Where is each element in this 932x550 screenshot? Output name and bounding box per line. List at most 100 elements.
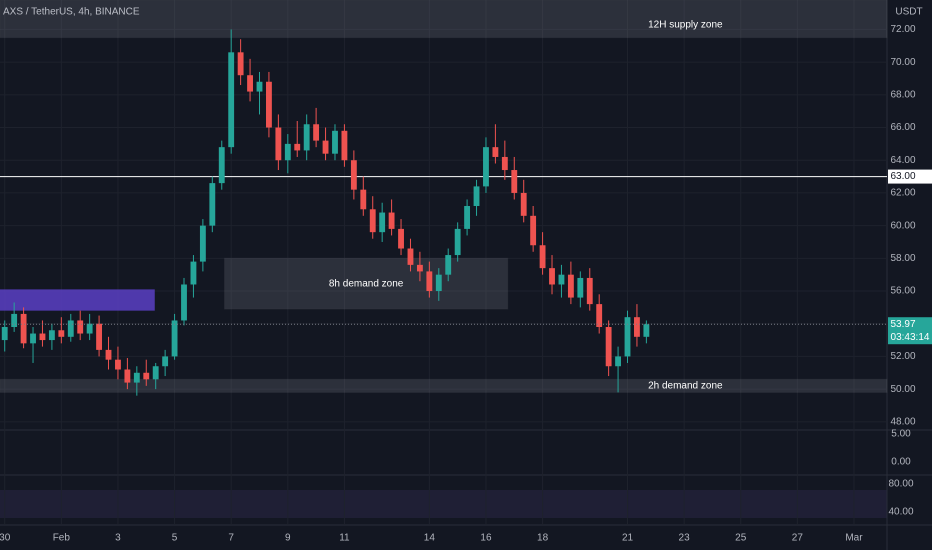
candle-body [105,349,112,360]
candle-body [350,160,357,190]
candle-body [615,356,621,367]
candle-body [39,333,46,341]
x-tick-label: 14 [424,533,436,544]
candle-body [360,189,367,210]
candle-body [567,274,574,298]
candle-body [624,317,631,357]
zone [0,0,888,39]
candle-body [67,320,74,337]
y-tick-label: 62.00 [890,188,915,199]
candle-body [492,147,499,157]
x-tick-label: 21 [622,533,634,544]
candle-body [143,372,150,380]
y-tick-label: 68.00 [890,89,915,100]
candle-body [313,124,320,141]
macd-tick: 5.00 [891,429,911,440]
x-tick-label: 9 [285,533,291,544]
candle-body [1,326,8,341]
candle-body [398,228,404,249]
candle-body [266,81,272,128]
candle-body [586,277,593,305]
candle-body [407,248,414,265]
x-tick-label: Feb [53,533,71,544]
x-tick-label: 23 [679,533,691,544]
y-tick-label: 50.00 [890,384,915,395]
x-tick-label: 18 [537,533,549,544]
candle-body [294,143,301,151]
last-price-label: 53.97 [890,319,915,330]
zone [224,257,509,310]
zone-label: 8h demand zone [329,278,404,289]
candle-body [464,206,471,229]
candle-body [152,366,159,380]
candle-body [511,170,518,193]
level-label: 63.00 [890,171,915,182]
rsi-tick: 80.00 [888,479,913,490]
x-tick-label: 5 [172,533,178,544]
candle-body [577,277,584,298]
candle-body [228,52,235,148]
candle-body [332,130,338,154]
zone [0,378,888,393]
candle-body [115,359,121,370]
x-tick-label: 7 [228,533,234,544]
macd-tick: 0.00 [891,457,911,468]
candle-body [379,212,386,233]
candle-body [539,245,546,269]
candle-body [209,183,216,226]
candle-body [77,320,84,334]
x-tick-label: 3 [115,533,121,544]
y-tick-label: 48.00 [890,416,915,427]
candle-body [454,228,461,256]
x-tick-label: 30 [0,533,11,544]
symbol-title: AXS / TetherUS, 4h, BINANCE [3,7,140,18]
x-tick-label: 27 [792,533,804,544]
candle-body [473,186,480,207]
candle-body [190,261,197,285]
x-tick-label: Mar [845,533,863,544]
candle-body [256,81,263,92]
x-tick-label: 11 [339,533,350,544]
y-tick-label: 70.00 [890,57,915,68]
candle-body [341,130,348,161]
candle-body [445,255,452,275]
candle-body [237,52,244,76]
candle-body [58,330,65,337]
candle-body [520,192,527,216]
countdown: 03:43:14 [891,332,930,343]
candle-body [86,323,93,334]
candle-body [558,274,565,285]
y-tick-label: 58.00 [890,253,915,264]
currency: USDT [895,7,922,18]
y-tick-label: 66.00 [890,122,915,133]
candle-body [124,369,131,383]
candle-body [199,225,206,262]
candle-body [181,284,187,321]
level-box [888,169,932,184]
candle-body [549,268,555,285]
zone-label: 2h demand zone [648,380,723,391]
candle-body [530,215,537,246]
candle-body [483,147,489,187]
candle-body [162,356,169,367]
candle-body [171,320,178,357]
candle-body [643,324,650,337]
rsi-band [0,490,887,518]
rsi-tick: 40.00 [888,507,913,518]
candle-body [416,264,423,272]
candle-body [634,317,640,337]
candle-body [303,124,310,151]
box [0,289,155,311]
y-tick-label: 64.00 [890,155,915,166]
candle-body [322,140,329,154]
y-tick-label: 60.00 [890,220,915,231]
candle-body [218,147,225,184]
candle-body [133,372,140,383]
x-tick-label: 16 [480,533,492,544]
candle-body [284,143,291,161]
candle-body [96,323,103,350]
y-tick-label: 56.00 [890,286,915,297]
candle-body [20,313,27,344]
